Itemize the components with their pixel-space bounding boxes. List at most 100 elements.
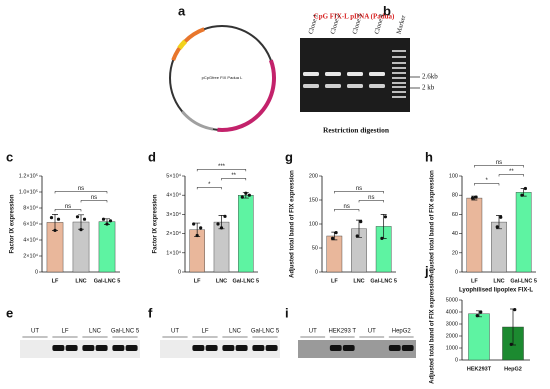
significance-label: ns	[343, 204, 349, 210]
blot-band	[192, 345, 205, 351]
gel-band	[325, 84, 341, 88]
ladder-band	[392, 56, 406, 58]
significance-bracket	[474, 183, 500, 186]
gel-band	[347, 84, 363, 88]
blot-band	[112, 345, 125, 351]
y-tick-label: 200	[309, 173, 318, 179]
blot-band	[205, 345, 218, 351]
blot-band	[401, 345, 414, 351]
y-tick-label: 2000	[446, 333, 458, 339]
y-tick-label: 50	[312, 245, 318, 251]
y-tick-label: 0	[178, 269, 181, 275]
y-tick-label: 0	[315, 269, 318, 275]
data-point	[199, 226, 203, 230]
plasmid-feature	[217, 59, 276, 132]
x-tick-label: LNC	[75, 278, 86, 284]
blot-lane-label: UT	[171, 329, 179, 335]
y-axis-label: Adjusted total band of FIX expression	[290, 170, 296, 278]
x-tick-label: LNC	[493, 278, 504, 284]
data-point	[383, 215, 388, 219]
significance-label: ns	[91, 195, 97, 201]
blot-band	[65, 345, 78, 351]
blot-lane-label: HepG2	[392, 329, 412, 335]
significance-label: *	[485, 178, 488, 184]
significance-bracket	[474, 165, 524, 168]
ladder-band	[392, 62, 406, 64]
x-tick-label: Gal-LNC 5	[94, 278, 121, 284]
data-point	[523, 186, 528, 191]
plasmid-feature	[171, 27, 205, 61]
y-tick-label: 60	[452, 212, 458, 218]
gel-lane-label: Clone 1	[308, 13, 320, 35]
y-axis-label: Adjusted total band of FIX expression	[430, 276, 436, 384]
blot-image	[20, 340, 140, 358]
significance-bracket	[54, 191, 108, 194]
ladder-band	[392, 86, 406, 88]
blot-lane-label: UT	[368, 329, 376, 335]
error-bar	[496, 215, 502, 230]
significance-label: ns	[368, 195, 374, 201]
bar	[238, 194, 254, 273]
gel-band	[325, 72, 341, 76]
bar	[468, 313, 490, 361]
data-point	[75, 215, 80, 219]
y-tick-label: 40	[452, 231, 458, 237]
x-tick-label: Gal-LNC 5	[510, 278, 537, 284]
panel-letter: e	[6, 305, 13, 320]
x-tick-label: LF	[52, 278, 59, 284]
significance-label: ns	[65, 204, 71, 210]
blot-lane-label: UT	[309, 329, 317, 335]
bar	[98, 221, 116, 273]
bar	[466, 197, 483, 273]
blot-lane-label: LF	[61, 329, 68, 335]
y-axis-label: Factor IX expression	[10, 194, 16, 253]
y-tick-label: 5000	[446, 297, 458, 303]
blot-lane-label: Gal-LNC 5	[251, 329, 280, 335]
data-point	[513, 308, 517, 312]
data-point	[49, 216, 54, 220]
ladder-band	[392, 96, 406, 98]
ladder-band	[392, 50, 406, 52]
significance-label: *	[208, 182, 211, 188]
data-point	[105, 222, 109, 226]
data-point	[240, 195, 244, 199]
significance-label: ns	[78, 186, 84, 192]
y-tick-label: 100	[309, 221, 318, 227]
plasmid-feature	[181, 110, 214, 131]
x-tick-label: LNC	[353, 278, 364, 284]
gel-band	[303, 84, 319, 88]
y-tick-label: 0	[455, 357, 458, 363]
significance-bracket	[80, 200, 108, 203]
blot-image	[298, 340, 416, 358]
blot-band	[252, 345, 265, 351]
data-point	[355, 234, 359, 238]
ladder-band	[392, 67, 406, 69]
blot-band	[235, 345, 248, 351]
data-point	[499, 215, 503, 219]
y-tick-label: 4000	[446, 309, 458, 315]
y-tick-label: 8×10⁴	[23, 204, 38, 211]
data-point	[82, 217, 87, 221]
y-tick-label: 3×10⁴	[166, 211, 181, 218]
data-point	[192, 222, 196, 226]
bar	[326, 235, 343, 273]
gel-marker-label: 2.6kb	[422, 73, 438, 81]
plasmid-label: pCpGfree FIX Padua L	[202, 75, 243, 80]
significance-bracket	[196, 169, 247, 172]
x-tick-label: Gal-LNC 5	[233, 278, 260, 284]
data-point	[495, 225, 499, 229]
data-point	[380, 236, 384, 240]
data-point	[334, 231, 338, 235]
significance-bracket	[334, 191, 384, 194]
significance-label: ***	[218, 164, 226, 170]
ladder-band	[392, 77, 406, 79]
y-tick-label: 1.0×10⁵	[19, 188, 38, 195]
significance-label: ns	[356, 186, 362, 192]
y-tick-label: 4×10⁴	[166, 192, 181, 199]
y-tick-label: 2×10⁴	[23, 252, 38, 259]
y-tick-label: 2×10⁴	[166, 230, 181, 237]
blot-band	[265, 345, 278, 351]
data-point	[359, 220, 363, 224]
x-tick-label: LF	[471, 278, 478, 284]
